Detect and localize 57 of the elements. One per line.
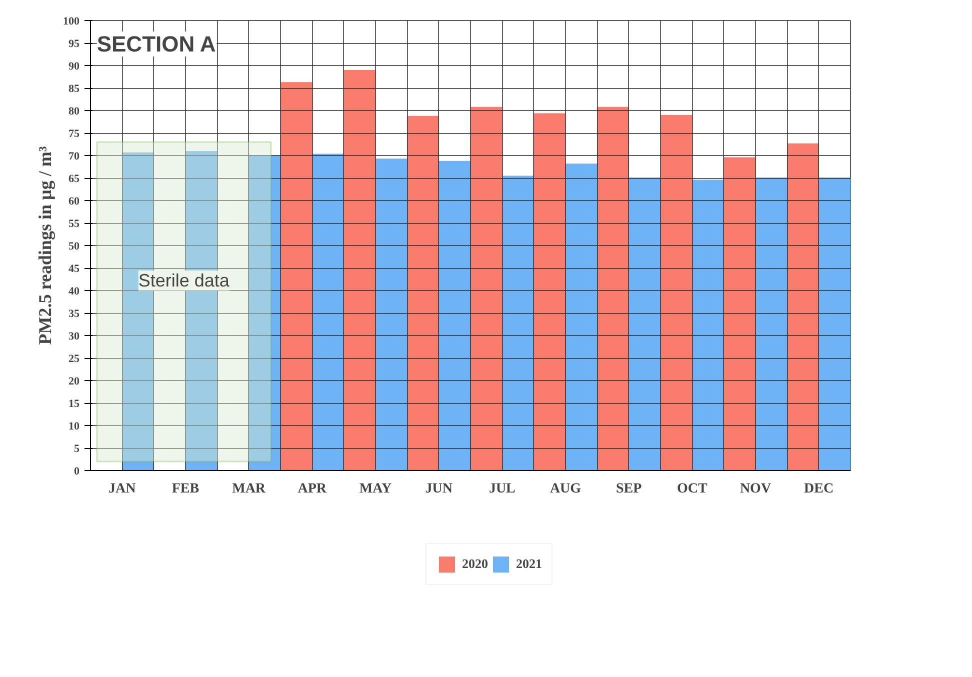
x-tick-label: MAR <box>232 482 266 496</box>
y-tick-label: 95 <box>68 38 80 50</box>
y-tick-label: 75 <box>68 128 80 140</box>
bar <box>312 154 344 470</box>
bar <box>470 106 502 470</box>
y-tick-label: 45 <box>68 263 80 275</box>
legend-label: 2020 <box>462 556 488 572</box>
x-tick-label: NOV <box>740 482 772 496</box>
bar <box>756 178 788 470</box>
y-tick-label: 70 <box>68 150 80 162</box>
y-tick-label: 0 <box>74 466 80 478</box>
bar <box>280 82 312 470</box>
x-tick-label: FEB <box>172 482 200 496</box>
y-tick-label: 65 <box>68 173 80 185</box>
x-tick-label: JAN <box>108 482 136 496</box>
bar <box>724 157 756 470</box>
x-tick-label: JUN <box>425 482 452 496</box>
legend-label: 2021 <box>516 556 542 572</box>
y-tick-label: 50 <box>68 240 80 252</box>
x-tick-label: DEC <box>804 482 834 496</box>
bar <box>407 116 439 470</box>
bar <box>566 164 598 470</box>
y-axis-title: PM2.5 readings in µg / m³ <box>35 146 55 345</box>
y-tick-label: 15 <box>68 398 80 410</box>
y-tick-label: 5 <box>74 443 80 455</box>
x-tick-label: AUG <box>550 482 582 496</box>
bar <box>628 178 660 470</box>
y-tick-label: 20 <box>68 376 80 388</box>
y-tick-label: 55 <box>68 218 80 230</box>
bar <box>502 176 534 470</box>
y-tick-label: 25 <box>68 353 80 365</box>
bar <box>438 160 470 470</box>
bar <box>376 158 408 470</box>
y-tick-label: 90 <box>68 60 80 72</box>
x-tick-label: SEP <box>616 482 642 496</box>
x-tick-label: APR <box>298 482 328 496</box>
x-tick-label: OCT <box>677 482 708 496</box>
band-label: Sterile data <box>138 270 230 290</box>
bar <box>818 178 850 470</box>
y-tick-label: 10 <box>68 420 80 432</box>
y-tick-label: 100 <box>63 16 80 28</box>
y-tick-label: 85 <box>68 83 80 95</box>
y-tick-label: 35 <box>68 308 80 320</box>
x-tick-label: JUL <box>488 482 516 496</box>
y-tick-label: 40 <box>68 286 80 298</box>
bar <box>660 115 692 470</box>
bar <box>534 113 566 470</box>
bar <box>787 143 819 470</box>
bar <box>692 180 724 470</box>
y-tick-label: 30 <box>68 330 80 342</box>
annotation: SECTION A <box>96 32 216 56</box>
bar <box>248 156 280 470</box>
bar <box>344 70 376 470</box>
y-tick-label: 60 <box>68 196 80 208</box>
y-tick-label: 80 <box>68 106 80 118</box>
bar <box>597 106 629 470</box>
x-tick-label: MAY <box>359 482 392 496</box>
